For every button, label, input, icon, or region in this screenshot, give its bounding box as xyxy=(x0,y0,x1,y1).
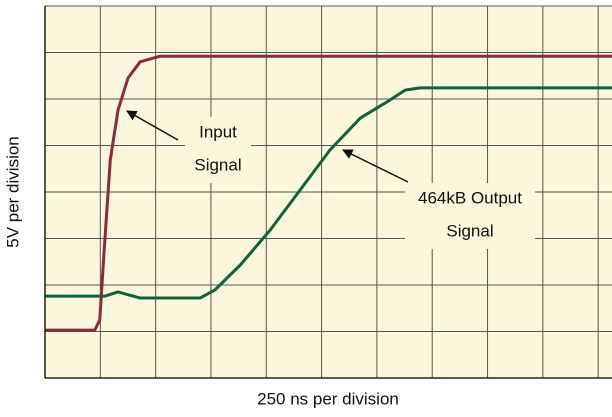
annotation-text: Input xyxy=(199,122,237,141)
signal-line xyxy=(45,54,612,332)
annotation-box xyxy=(185,117,251,183)
annotation-text: Signal xyxy=(194,155,241,174)
grid xyxy=(44,5,612,379)
annotations: Input Signal 464kB Output Signal xyxy=(126,110,535,249)
x-axis-label: 250 ns per division xyxy=(257,389,399,408)
lines xyxy=(45,54,612,332)
annotation-text: 464kB Output xyxy=(418,188,522,207)
annotation-arrow xyxy=(126,110,179,141)
annotation-arrow xyxy=(342,149,409,183)
signal-line xyxy=(45,86,612,300)
annotation-text: Signal xyxy=(446,221,493,240)
annotation-box xyxy=(405,183,535,249)
y-axis-label: 5V per division xyxy=(3,136,22,248)
